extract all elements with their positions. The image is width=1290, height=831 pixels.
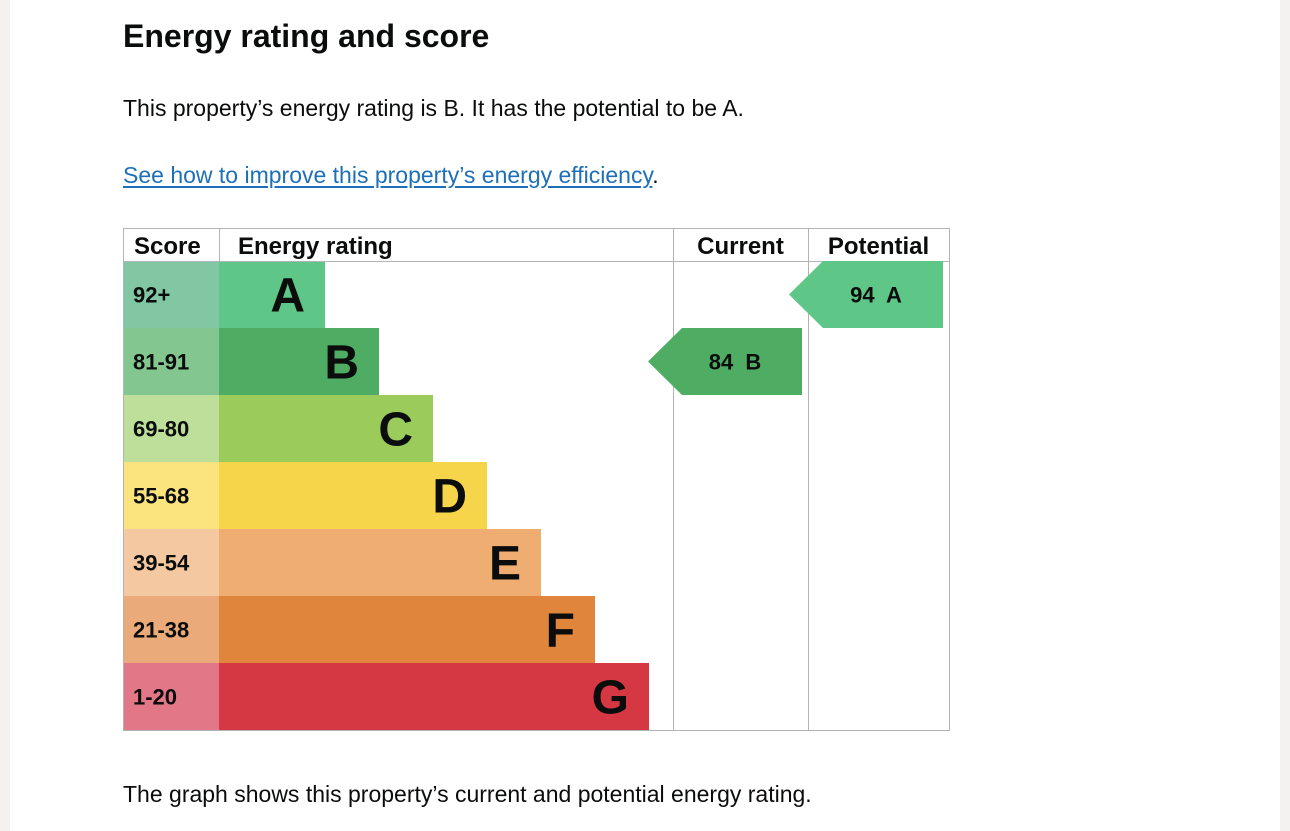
score-cell-g: [123, 663, 219, 730]
rating-summary: This property’s energy rating is B. It h…: [123, 95, 744, 121]
score-range-b: 81-91: [133, 350, 189, 375]
band-bar-e: [219, 529, 541, 596]
improve-paragraph: See how to improve this property’s energ…: [123, 159, 659, 191]
band-bar-f: [219, 596, 595, 663]
header-energy-rating: Energy rating: [238, 233, 393, 260]
page-container: Energy rating and score This property’s …: [10, 0, 1280, 831]
band-letter-c: C: [378, 404, 413, 457]
band-letter-d: D: [432, 471, 467, 524]
score-cell-f: [123, 596, 219, 663]
chart-caption: The graph shows this property’s current …: [123, 781, 812, 807]
score-cell-b: [123, 328, 219, 395]
potential-rating-label: 94 A: [850, 283, 902, 308]
improve-link-suffix: .: [652, 162, 659, 188]
band-bar-a: [219, 261, 325, 328]
band-bar-b: [219, 328, 379, 395]
page-title: Energy rating and score: [123, 18, 490, 54]
band-bar-c: [219, 395, 433, 462]
header-score: Score: [134, 233, 201, 260]
score-range-a: 92+: [133, 283, 170, 308]
band-bar-d: [219, 462, 487, 529]
score-cell-c: [123, 395, 219, 462]
band-bar-g: [219, 663, 649, 730]
score-range-e: 39-54: [133, 551, 190, 576]
score-cell-a: [123, 261, 219, 328]
current-arrow: [648, 328, 802, 395]
score-range-g: 1-20: [133, 685, 177, 710]
improve-efficiency-link[interactable]: See how to improve this property’s energ…: [123, 162, 653, 188]
header-potential: Potential: [828, 233, 929, 260]
band-letter-f: F: [546, 605, 575, 658]
score-cell-d: [123, 462, 219, 529]
energy-rating-chart: Score Energy rating Current Potential 92+ A 81…: [123, 228, 950, 731]
potential-arrow: [789, 261, 943, 328]
score-range-d: 55-68: [133, 484, 189, 509]
score-range-f: 21-38: [133, 618, 189, 643]
band-letter-e: E: [489, 538, 521, 591]
chart-border: [123, 228, 950, 731]
score-cell-e: [123, 529, 219, 596]
band-letter-a: A: [270, 270, 305, 323]
score-range-c: 69-80: [133, 417, 189, 442]
current-rating-label: 84 B: [709, 350, 762, 375]
band-letter-g: G: [592, 672, 629, 725]
band-letter-b: B: [324, 337, 359, 390]
header-current: Current: [697, 233, 784, 260]
